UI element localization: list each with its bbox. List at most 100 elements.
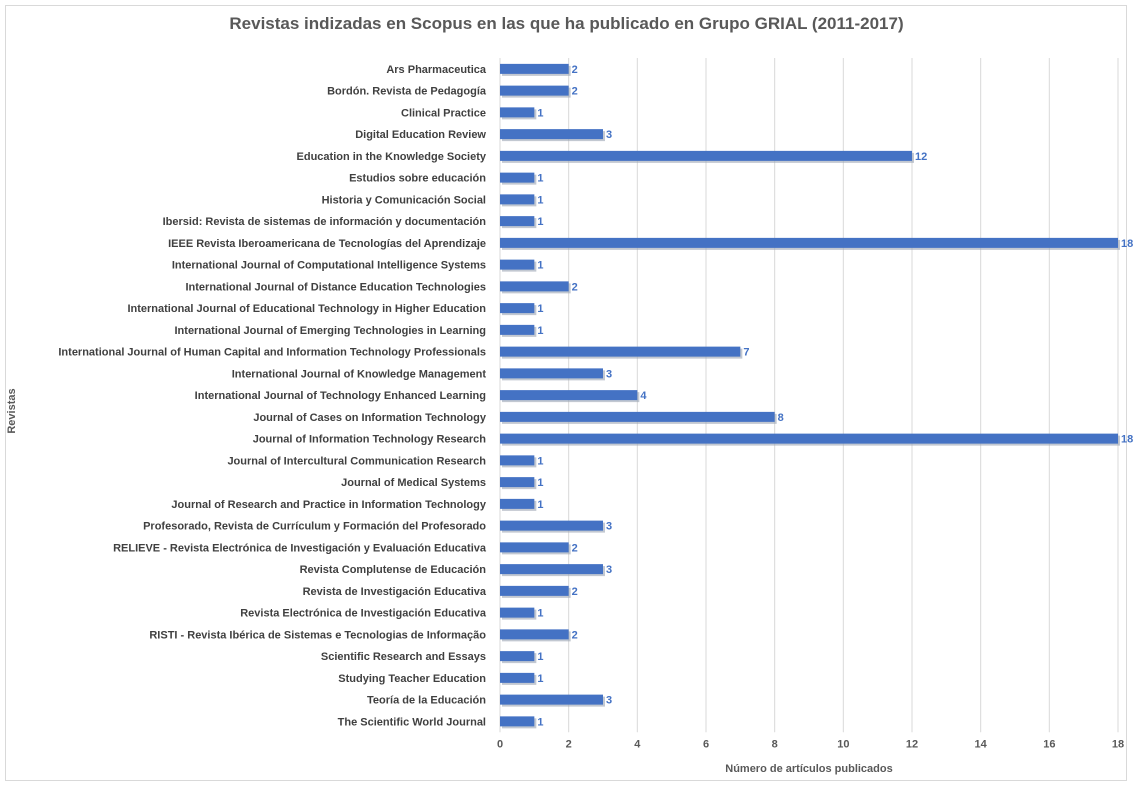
bar (500, 672, 535, 683)
bar (500, 129, 603, 140)
bar (500, 85, 569, 96)
value-label: 1 (537, 173, 543, 185)
category-label: Profesorado, Revista de Currículum y For… (143, 521, 486, 533)
value-label: 1 (537, 477, 543, 489)
bar (500, 607, 535, 618)
category-label: International Journal of Distance Educat… (185, 281, 486, 293)
category-label: Ars Pharmaceutica (386, 64, 487, 76)
x-tick-labels: 0 2 4 6 8 10 12 14 16 18 (497, 738, 1124, 750)
value-label: 1 (537, 455, 543, 467)
category-label: International Journal of Human Capital a… (58, 347, 486, 359)
value-label: 18 (1121, 434, 1133, 446)
x-tick-label: 14 (975, 738, 988, 750)
value-label: 7 (743, 347, 749, 359)
category-label: International Journal of Computational I… (172, 260, 486, 272)
category-label: Journal of Cases on Information Technolo… (253, 412, 487, 424)
bar (500, 324, 535, 335)
category-label: Journal of Information Technology Resear… (253, 434, 487, 446)
bar (500, 303, 535, 314)
bar (500, 542, 569, 553)
x-tick-label: 0 (497, 738, 503, 750)
bar (500, 194, 535, 205)
value-label: 1 (537, 716, 543, 728)
bar (500, 237, 1118, 248)
value-label: 8 (778, 412, 784, 424)
value-label: 4 (640, 390, 647, 402)
category-label: International Journal of Educational Tec… (127, 303, 486, 315)
category-label: Estudios sobre educación (349, 173, 486, 185)
x-tick-label: 2 (566, 738, 572, 750)
value-label: 1 (537, 194, 543, 206)
bar (500, 107, 535, 118)
x-axis-title: Número de artículos publicados (725, 763, 893, 775)
category-label: Journal of Medical Systems (341, 477, 486, 489)
value-label: 1 (537, 303, 543, 315)
chart-title: Revistas indizadas en Scopus en las que … (229, 14, 904, 33)
x-tick-label: 6 (703, 738, 709, 750)
bar (500, 259, 535, 270)
value-label: 1 (537, 673, 543, 685)
bar (500, 455, 535, 466)
category-labels: Ars Pharmaceutica Bordón. Revista de Peda… (58, 64, 487, 729)
category-label: The Scientific World Journal (338, 716, 486, 728)
category-label: Education in the Knowledge Society (297, 151, 487, 163)
bar (500, 520, 603, 531)
value-label: 1 (537, 107, 543, 119)
x-tick-label: 4 (634, 738, 641, 750)
category-label: Studying Teacher Education (338, 673, 486, 685)
category-label: Journal of Research and Practice in Info… (171, 499, 486, 511)
value-label: 3 (606, 129, 612, 141)
value-label: 1 (537, 325, 543, 337)
bar (500, 694, 603, 705)
bar (500, 716, 535, 727)
bar (500, 368, 603, 379)
bar (500, 150, 912, 161)
bar (500, 281, 569, 292)
category-label: International Journal of Emerging Techno… (175, 325, 487, 337)
value-label: 2 (572, 629, 578, 641)
x-tick-label: 10 (837, 738, 849, 750)
value-label: 1 (537, 499, 543, 511)
bar (500, 346, 741, 357)
value-label: 2 (572, 542, 578, 554)
value-label: 3 (606, 564, 612, 576)
bar (500, 477, 535, 488)
category-label: Journal of Intercultural Communication R… (227, 455, 486, 467)
category-label: Digital Education Review (355, 129, 486, 141)
bar (500, 564, 603, 575)
category-label: International Journal of Knowledge Manag… (232, 368, 487, 380)
x-tick-label: 16 (1043, 738, 1055, 750)
category-label: RISTI - Revista Ibérica de Sistemas e Te… (149, 629, 486, 641)
bars (500, 63, 1120, 729)
x-tick-label: 18 (1112, 738, 1124, 750)
category-label: Revista de Investigación Educativa (303, 586, 487, 598)
category-label: Teoría de la Educación (367, 695, 486, 707)
x-tick-label: 8 (772, 738, 778, 750)
value-label: 1 (537, 216, 543, 228)
category-label: Bordón. Revista de Pedagogía (327, 86, 487, 98)
x-tick-label: 12 (906, 738, 918, 750)
bar (500, 63, 569, 74)
category-label: Revista Electrónica de Investigación Edu… (240, 608, 487, 620)
bar (500, 390, 638, 401)
category-label: Revista Complutense de Educación (300, 564, 487, 576)
value-label: 1 (537, 651, 543, 663)
bar (500, 216, 535, 227)
bar (500, 498, 535, 509)
category-label: Scientific Research and Essays (321, 651, 486, 663)
bar (500, 629, 569, 640)
category-label: RELIEVE - Revista Electrónica de Investi… (113, 542, 487, 554)
value-label: 3 (606, 368, 612, 380)
category-label: Ibersid: Revista de sistemas de informac… (163, 216, 487, 228)
value-label: 18 (1121, 238, 1133, 250)
category-label: Clinical Practice (401, 107, 486, 119)
value-label: 2 (572, 586, 578, 598)
bar (500, 651, 535, 662)
bar (500, 411, 775, 422)
bar (500, 172, 535, 183)
value-label: 2 (572, 86, 578, 98)
value-label: 12 (915, 151, 927, 163)
category-label: IEEE Revista Iberoamericana de Tecnologí… (168, 238, 486, 250)
value-label: 2 (572, 64, 578, 76)
